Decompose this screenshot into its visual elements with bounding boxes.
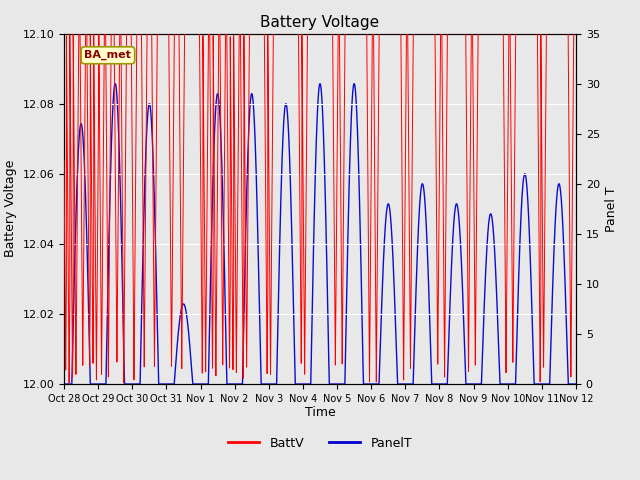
Y-axis label: Battery Voltage: Battery Voltage — [4, 160, 17, 257]
Text: BA_met: BA_met — [84, 50, 131, 60]
Y-axis label: Panel T: Panel T — [605, 186, 618, 232]
X-axis label: Time: Time — [305, 407, 335, 420]
Title: Battery Voltage: Battery Voltage — [260, 15, 380, 30]
Legend: BattV, PanelT: BattV, PanelT — [223, 432, 417, 455]
